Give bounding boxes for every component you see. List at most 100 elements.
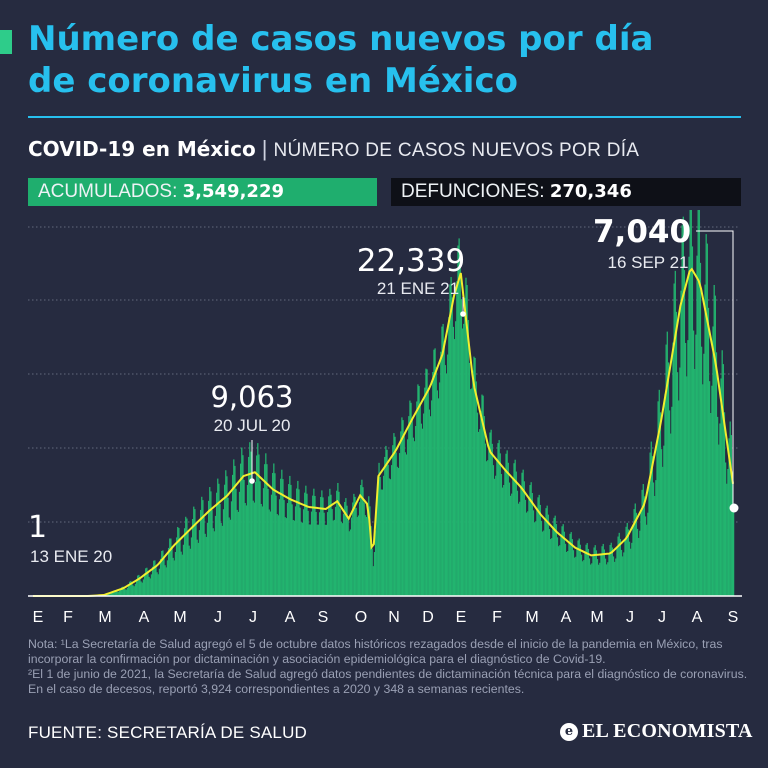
daily-bar (278, 499, 281, 596)
daily-bar (149, 578, 151, 596)
annotation-date: 13 ENE 20 (30, 547, 112, 566)
title-line-1: Número de casos nuevos por día (28, 19, 654, 59)
daily-bar (624, 539, 626, 596)
daily-bar (364, 515, 366, 596)
daily-bar (220, 523, 222, 596)
daily-bar (381, 489, 384, 596)
daily-bar (726, 483, 728, 596)
daily-bar (609, 544, 611, 596)
daily-bar (682, 216, 684, 597)
daily-bar (484, 443, 487, 596)
daily-bar (474, 357, 476, 596)
daily-bar (503, 485, 505, 596)
daily-bar (374, 530, 377, 596)
daily-bar (501, 487, 504, 596)
daily-bar (356, 517, 358, 596)
daily-bar (221, 525, 223, 596)
daily-bar (330, 494, 332, 596)
subtitle-bold: COVID-19 en México (28, 137, 256, 161)
daily-bar (164, 565, 166, 596)
daily-bar (619, 539, 622, 596)
daily-bar (188, 545, 190, 596)
x-tick-label: F (492, 609, 502, 626)
daily-bar (391, 465, 393, 596)
daily-bar (634, 503, 636, 596)
daily-bar (224, 484, 226, 596)
daily-bar (162, 550, 164, 596)
daily-bar (139, 577, 141, 596)
daily-bar (143, 573, 146, 596)
daily-bar (545, 508, 547, 596)
daily-bar (689, 210, 691, 596)
daily-bar (514, 459, 516, 596)
daily-bar (300, 522, 302, 596)
daily-bar (728, 438, 730, 596)
daily-bar (603, 549, 605, 596)
daily-bar (577, 540, 579, 596)
daily-bar (373, 552, 376, 596)
daily-bar (318, 512, 321, 596)
daily-bar (396, 466, 398, 596)
daily-bar (124, 589, 126, 596)
daily-bar (594, 545, 596, 596)
daily-bar (203, 516, 205, 596)
daily-bar (355, 507, 357, 596)
daily-bar (219, 503, 221, 596)
daily-bar (665, 344, 667, 596)
daily-bar (541, 531, 544, 596)
daily-bar (564, 543, 567, 596)
daily-bar (694, 368, 696, 596)
daily-bar (116, 591, 118, 596)
daily-bar (142, 579, 145, 596)
daily-bar (202, 500, 204, 596)
daily-bar (216, 492, 218, 596)
daily-bar (174, 551, 177, 596)
daily-bar (464, 297, 466, 596)
daily-bar (299, 507, 301, 596)
daily-bar (495, 475, 497, 596)
bars-group (89, 210, 735, 597)
daily-bar (575, 556, 577, 596)
daily-bar (635, 512, 638, 596)
daily-bar (461, 328, 464, 596)
daily-bar (108, 593, 110, 596)
daily-bar (683, 270, 686, 596)
daily-bar (675, 311, 678, 596)
daily-bar (172, 557, 174, 596)
daily-bar (349, 529, 352, 596)
daily-bar (167, 547, 170, 596)
daily-bar (187, 531, 189, 596)
daily-bar (109, 593, 111, 596)
daily-bar (521, 472, 523, 596)
daily-bar (618, 532, 620, 596)
daily-bar (257, 443, 259, 596)
annotation-value: 22,339 (357, 243, 465, 279)
daily-bar (512, 478, 514, 596)
daily-bar (533, 522, 536, 596)
daily-bar (315, 511, 317, 596)
daily-bar (283, 500, 285, 596)
daily-bar (227, 497, 229, 596)
daily-bar (340, 521, 342, 596)
daily-bar (592, 555, 594, 596)
daily-bar (427, 388, 429, 596)
daily-bar (285, 518, 288, 596)
daily-bar (442, 323, 444, 596)
daily-bar (658, 389, 660, 596)
daily-bar (362, 487, 364, 596)
daily-bar (210, 491, 212, 596)
daily-bar (291, 504, 293, 596)
daily-bar (487, 460, 489, 596)
daily-bar (181, 554, 183, 596)
daily-bar (157, 574, 159, 596)
cases-chart: E F M A M J J A S O N D E F M A M J J A S 1 13 ENE 20 9,063 20 J… (28, 210, 742, 626)
daily-bar (551, 538, 553, 596)
daily-bar (426, 369, 428, 596)
daily-bar (183, 528, 186, 596)
daily-bar (321, 490, 323, 596)
daily-bar (369, 506, 371, 596)
title-line-2: de coronavirus en México (28, 61, 518, 101)
daily-bar (549, 539, 552, 596)
daily-bar (676, 372, 679, 596)
daily-bar (253, 502, 255, 596)
